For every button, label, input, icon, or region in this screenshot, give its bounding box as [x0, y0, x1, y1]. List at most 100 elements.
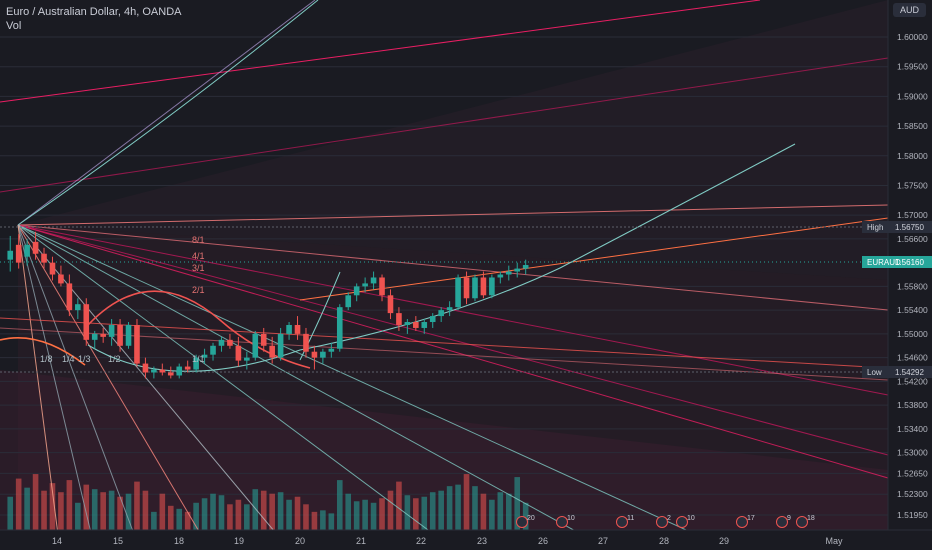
last-price-value: 1.56160: [895, 258, 924, 267]
volume-bar: [235, 499, 242, 530]
candle-body: [108, 324, 115, 337]
volume-bar: [15, 478, 22, 530]
candle-body: [125, 324, 132, 346]
event-icon[interactable]: [676, 516, 688, 528]
volume-bar: [75, 502, 81, 530]
volume-bar: [108, 490, 115, 530]
candle-body: [75, 304, 81, 311]
volume-bar: [320, 510, 326, 530]
candle-body: [117, 324, 123, 346]
last-price-badge: [862, 256, 932, 268]
time-tick: 22: [416, 536, 426, 546]
time-tick: 15: [113, 536, 123, 546]
candle-body: [159, 369, 166, 373]
candle-body: [438, 310, 444, 317]
candle-body: [396, 313, 402, 325]
fan-label: 4/1: [192, 251, 205, 261]
candle-body: [32, 241, 39, 254]
volume-bar: [142, 490, 149, 530]
candle-body: [472, 277, 478, 299]
price-tick: 1.52650: [897, 468, 928, 478]
volume-bar: [201, 498, 208, 530]
candle-body: [83, 304, 90, 340]
volume-bar: [227, 504, 233, 530]
volume-bar: [455, 484, 461, 530]
symbol-title[interactable]: Euro / Australian Dollar, 4h, OANDA: [6, 6, 182, 18]
candle-body: [24, 244, 30, 257]
volume-bar: [286, 499, 292, 530]
event-icon[interactable]: [656, 516, 668, 528]
parabola-curve: [17, 0, 319, 226]
event-count: 2: [667, 515, 671, 522]
fan-line: [17, 204, 889, 226]
volume-bar: [134, 481, 140, 530]
candle-body: [218, 339, 225, 346]
event-markers[interactable]: 20 10 11 2 10 17 9 18: [516, 515, 815, 528]
high-value: 1.56750: [895, 223, 924, 232]
price-tick: 1.59000: [897, 91, 928, 101]
volume-label[interactable]: Vol: [6, 20, 22, 32]
candle-body: [463, 277, 470, 299]
price-tick: 1.57500: [897, 180, 928, 190]
event-icon[interactable]: [616, 516, 628, 528]
fan-label: 1/8: [40, 354, 53, 364]
currency-badge[interactable]: AUD: [893, 3, 926, 17]
volume-bar: [421, 496, 428, 530]
candle-body: [505, 271, 512, 275]
candle-body: [480, 277, 487, 296]
volume-bar: [100, 492, 106, 530]
time-tick: May: [825, 536, 843, 546]
time-axis[interactable]: 14 15 18 19 20 21 22 23 26 27 28 29 May: [0, 529, 932, 550]
volume-bar: [210, 493, 216, 530]
fan-label: 1/2: [108, 354, 121, 364]
candle-body: [514, 268, 521, 272]
arc-left: [0, 337, 86, 366]
time-tick: 29: [719, 536, 729, 546]
candle-body: [320, 351, 326, 358]
price-tick: 1.60000: [897, 32, 928, 42]
event-icon[interactable]: [516, 516, 528, 528]
volume-bar: [345, 493, 352, 530]
volume-bar: [151, 511, 157, 530]
volume-bar: [7, 496, 14, 530]
volume-bar: [66, 480, 73, 530]
volume-bar: [117, 496, 123, 530]
candle-body: [193, 357, 199, 370]
event-count: 11: [627, 515, 634, 522]
fan-line: [17, 224, 731, 550]
volume-bar: [438, 490, 444, 530]
fan-line: [17, 224, 96, 550]
event-icon[interactable]: [796, 516, 808, 528]
candle-body: [91, 333, 98, 340]
event-icon[interactable]: [556, 516, 568, 528]
volume-bar: [328, 513, 335, 530]
volume-bar: [379, 498, 385, 530]
candle-body: [522, 265, 529, 269]
candle-body: [345, 295, 352, 308]
event-icon[interactable]: [736, 516, 748, 528]
event-count: 20: [527, 515, 535, 522]
volume-bar: [497, 492, 504, 530]
volume-bar: [159, 493, 166, 530]
volume-bar: [404, 495, 411, 530]
candle-body: [489, 277, 495, 296]
price-tick: 1.55000: [897, 329, 928, 339]
fan-line: [17, 224, 456, 550]
volume-bar: [91, 489, 98, 530]
drawing-tools[interactable]: [0, 0, 889, 550]
volume-bar: [472, 486, 478, 530]
trend-line: [0, 317, 889, 369]
price-tick: 1.59500: [897, 62, 928, 72]
trend-line: [17, 0, 316, 226]
fan-line: [17, 224, 211, 550]
time-axis-bg: [0, 530, 932, 550]
volume-bar: [303, 504, 309, 530]
candle-body: [58, 274, 64, 284]
high-badge: [862, 221, 932, 233]
time-tick: 28: [659, 536, 669, 546]
candle-body: [404, 322, 411, 325]
volume-bar: [184, 511, 191, 530]
price-scale[interactable]: 1.60000 1.59500 1.59000 1.58500 1.58000 1.575…: [862, 0, 932, 530]
event-icon[interactable]: [776, 516, 788, 528]
